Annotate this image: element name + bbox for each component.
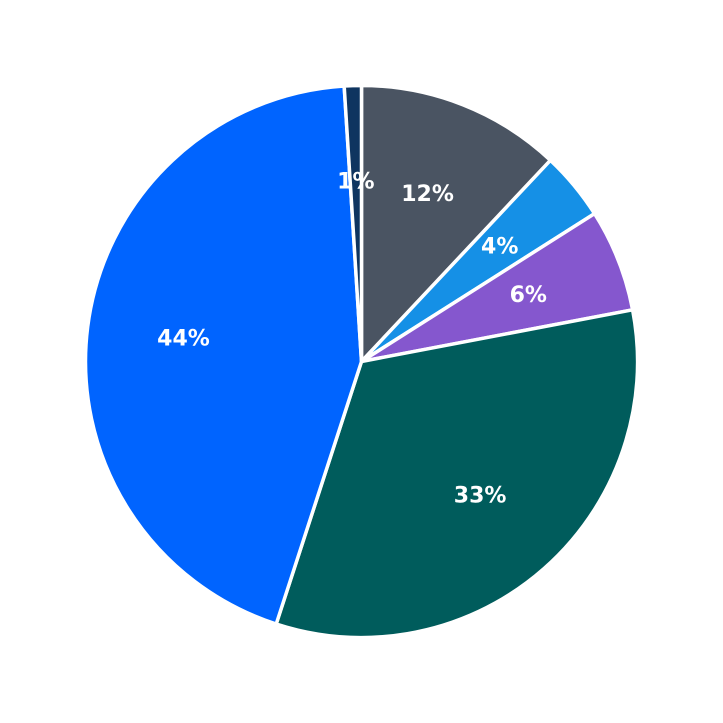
slice-percent-label-4: 44% xyxy=(157,327,210,352)
slice-percent-label-5: 1% xyxy=(337,170,374,195)
labels-layer: 12% 4% 6% 33% 44% 1% xyxy=(157,170,547,509)
slices-layer xyxy=(83,83,640,640)
pie-slice-4 xyxy=(83,84,364,626)
slice-percent-label-2: 6% xyxy=(510,283,547,308)
slice-percent-label-0: 12% xyxy=(401,182,454,207)
pie-slice-3 xyxy=(274,308,640,640)
pie-slice-5 xyxy=(342,83,364,364)
slice-percent-label-3: 33% xyxy=(454,484,507,509)
slice-percent-label-1: 4% xyxy=(481,235,518,260)
pie-slice-0 xyxy=(359,83,553,364)
